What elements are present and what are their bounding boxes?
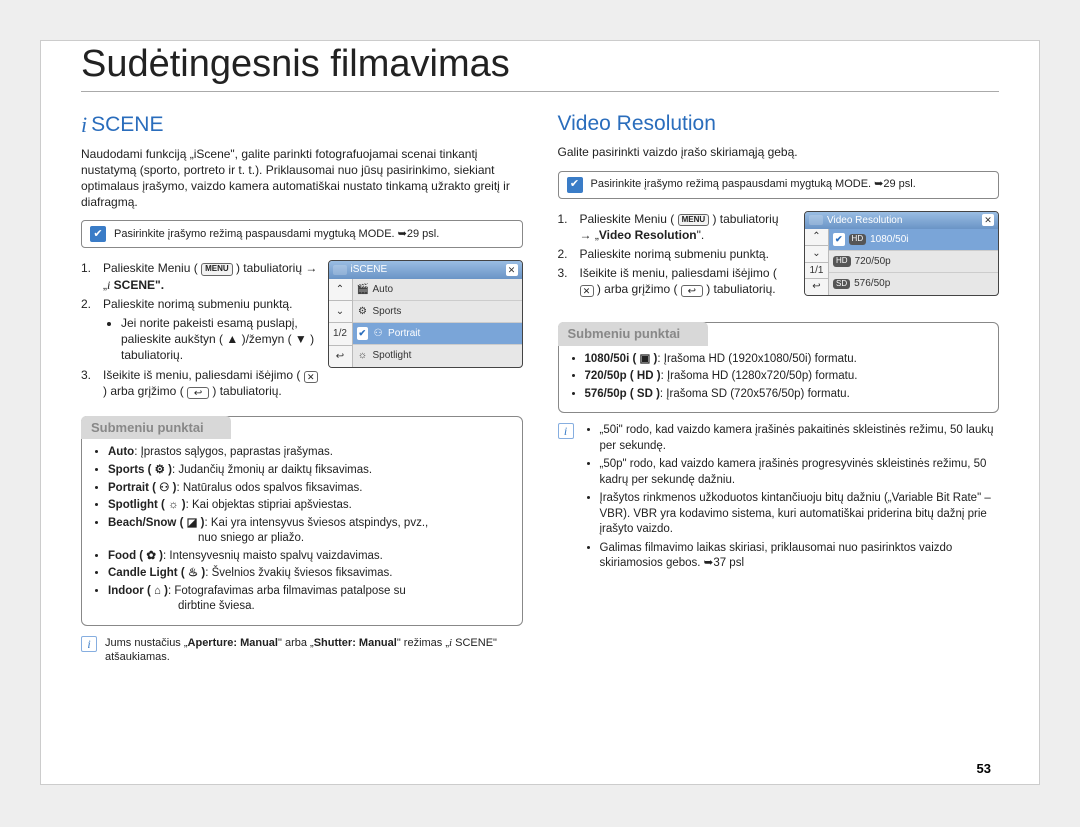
info-icon: i bbox=[81, 636, 97, 652]
item-portrait: Portrait ( ⚇ ): Natūralus odos spalvos f… bbox=[108, 481, 510, 497]
item-beach: Beach/Snow ( ◪ ): Kai yra intensyvus švi… bbox=[108, 516, 510, 547]
close-icon: ✕ bbox=[506, 264, 518, 276]
left-column: i SCENE Naudodami funkciją „iScene", gal… bbox=[81, 110, 523, 665]
page-title: Sudėtingesnis filmavimas bbox=[81, 43, 999, 92]
camera-icon bbox=[333, 265, 347, 275]
info-50p: „50p" rodo, kad vaizdo kamera įrašinės p… bbox=[600, 457, 1000, 488]
item-sports: Sports ( ⚙ ): Judančių žmonių ar daiktų … bbox=[108, 463, 510, 479]
iscene-mode-note: ✔ Pasirinkite įrašymo režimą paspausdami… bbox=[81, 220, 523, 248]
close-icon: ✕ bbox=[982, 214, 994, 226]
down-icon: ⌄ bbox=[329, 301, 352, 323]
item-spotlight: Spotlight ( ☼ ): Kai objektas stipriai a… bbox=[108, 498, 510, 514]
back-icon: ↩ bbox=[805, 279, 828, 295]
menu-button-icon: MENU bbox=[201, 263, 233, 276]
page-number: 53 bbox=[977, 761, 991, 776]
item-candle: Candle Light ( ♨ ): Švelnios žvakių švie… bbox=[108, 566, 510, 582]
iscene-submenu-box: Submeniu punktai AutoAuto: Įprastos sąly… bbox=[81, 416, 523, 626]
check-icon: ✔ bbox=[90, 226, 106, 242]
up-icon: ⌃ bbox=[805, 229, 828, 246]
exit-icon: ✕ bbox=[580, 285, 594, 297]
return-icon: ↩ bbox=[187, 387, 209, 399]
item-indoor: Indoor ( ⌂ ): Fotografavimas arba filmav… bbox=[108, 584, 510, 615]
iscene-intro: Naudodami funkciją „iScene", galite pari… bbox=[81, 146, 523, 211]
page-indicator: 1/2 bbox=[329, 323, 352, 345]
video-res-lcd-screenshot: Video Resolution ✕ ⌃ ⌄ 1/1 ↩ ✔HD108 bbox=[804, 211, 999, 297]
back-icon: ↩ bbox=[329, 346, 352, 367]
info-vbr: Įrašytos rinkmenos užkoduotos kintančiuo… bbox=[600, 491, 1000, 538]
down-icon: ⌄ bbox=[805, 246, 828, 263]
return-icon: ↩ bbox=[681, 285, 703, 297]
iscene-heading: i SCENE bbox=[81, 110, 523, 140]
video-res-intro: Galite pasirinkti vaizdo įrašo skiriamąj… bbox=[558, 144, 1000, 160]
info-icon: i bbox=[558, 423, 574, 439]
manual-page: Sudėtingesnis filmavimas i SCENE Naudoda… bbox=[40, 40, 1040, 785]
check-icon: ✔ bbox=[567, 177, 583, 193]
item-1080: 1080/50i ( ▣ ): Įrašoma HD (1920x1080/50… bbox=[585, 352, 987, 368]
item-576: 576/50p ( SD ): Įrašoma SD (720x576/50p)… bbox=[585, 387, 987, 403]
submenu-heading: Submeniu punktai bbox=[81, 416, 231, 440]
video-res-mode-note: ✔ Pasirinkite įrašymo režimą paspausdami… bbox=[558, 171, 1000, 199]
italic-i-icon: i bbox=[81, 110, 87, 140]
item-food: Food ( ✿ ): Intensyvesnių maisto spalvų … bbox=[108, 549, 510, 565]
item-720: 720/50p ( HD ): Įrašoma HD (1280x720/50p… bbox=[585, 369, 987, 385]
info-time: Galimas filmavimo laikas skiriasi, prikl… bbox=[600, 541, 1000, 572]
video-res-submenu-box: Submeniu punktai 1080/50i ( ▣ ): Įrašoma… bbox=[558, 322, 1000, 413]
page-indicator: 1/1 bbox=[805, 263, 828, 280]
iscene-lcd-screenshot: iSCENE ✕ ⌃ ⌄ 1/2 ↩ 🎬Auto ⚙Sports bbox=[328, 260, 523, 368]
info-50i: „50i" rodo, kad vaizdo kamera įrašinės p… bbox=[600, 423, 1000, 454]
right-column: Video Resolution Galite pasirinkti vaizd… bbox=[558, 110, 1000, 665]
columns: i SCENE Naudodami funkciją „iScene", gal… bbox=[81, 110, 999, 665]
video-res-info: i „50i" rodo, kad vaizdo kamera įrašinės… bbox=[558, 423, 1000, 575]
up-icon: ⌃ bbox=[329, 279, 352, 301]
menu-button-icon: MENU bbox=[678, 214, 710, 227]
submenu-heading: Submeniu punktai bbox=[558, 322, 708, 346]
exit-icon: ✕ bbox=[304, 371, 318, 383]
camera-icon bbox=[809, 215, 823, 225]
item-auto: AutoAuto: Įprastos sąlygos, paprastas įr… bbox=[108, 445, 510, 461]
iscene-footnote: i Jums nustačius „Aperture: Manual" arba… bbox=[81, 636, 523, 666]
video-res-heading: Video Resolution bbox=[558, 110, 1000, 138]
